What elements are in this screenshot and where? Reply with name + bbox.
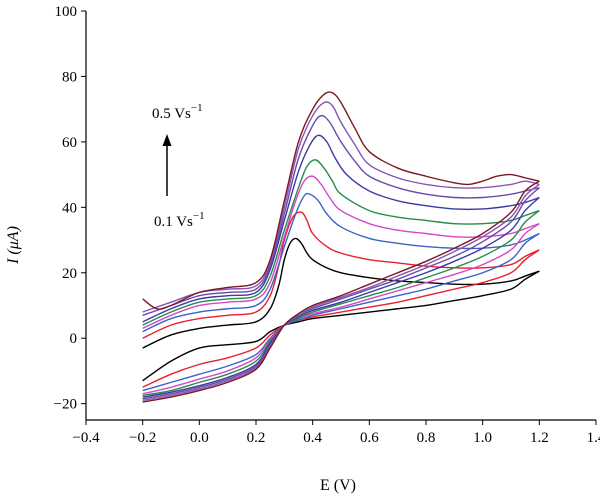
x-tick-label: 0.8	[417, 430, 436, 446]
y-tick-label: 20	[62, 266, 77, 282]
y-tick-label: 60	[62, 135, 77, 151]
annotation-bottom-text: 0.1 Vs−1	[154, 210, 205, 230]
y-tick-label: 100	[55, 4, 78, 20]
series-9-cathodic-line	[142, 180, 540, 403]
series-6-cathodic-line	[142, 196, 540, 398]
x-tick-label: 0.0	[190, 430, 209, 446]
annotation-top-text: 0.5 Vs−1	[152, 102, 203, 122]
annotation-bottom-main: 0.1 Vs	[154, 214, 193, 230]
x-axis-label: E (V)	[320, 477, 356, 494]
series-3-anodic-line	[142, 192, 540, 333]
series-7-cathodic-line	[142, 187, 540, 400]
series-7-anodic-line	[142, 114, 540, 316]
curves-layer	[142, 91, 540, 403]
x-tick-label: −0.4	[72, 430, 100, 446]
series-5-cathodic-line	[142, 210, 540, 397]
x-tick-label: 1.0	[473, 430, 492, 446]
scan-rate-annotation: 0.5 Vs−1 0.1 Vs−1	[152, 102, 205, 230]
y-tick-label: 80	[62, 69, 77, 85]
x-tick-label: 0.2	[247, 430, 266, 446]
series-4-anodic-line	[142, 175, 540, 330]
x-tick-label: 0.4	[303, 430, 322, 446]
y-axis-label: I (μA)	[5, 226, 22, 265]
y-tick-label: −20	[54, 397, 77, 413]
x-tick-label: −0.2	[129, 430, 156, 446]
x-tick-label: 1.2	[530, 430, 549, 446]
series-4-cathodic-line	[142, 223, 540, 395]
series-1-cathodic-line	[142, 270, 540, 382]
series-8-cathodic-line	[142, 183, 540, 402]
series-9-anodic-line	[142, 91, 540, 310]
series-1-anodic-line	[142, 237, 540, 349]
axes-layer	[85, 11, 596, 421]
series-8-anodic-line	[142, 101, 540, 313]
series-2-anodic-line	[142, 211, 540, 339]
annotation-top-superscript: −1	[191, 102, 203, 114]
annotation-top-main: 0.5 Vs	[152, 106, 191, 122]
series-3-cathodic-line	[142, 232, 540, 392]
y-tick-label: 40	[62, 200, 77, 216]
annotation-bottom-superscript: −1	[193, 210, 205, 222]
annotation-arrow-head	[162, 134, 172, 146]
x-tick-label: 1.4	[587, 430, 600, 446]
series-6-anodic-line	[142, 134, 540, 323]
series-2-cathodic-line	[142, 249, 540, 388]
x-tick-label: 0.6	[360, 430, 379, 446]
ticks-layer: −0.4 −0.2 0.0 0.2 0.4 0.6 0.8 1.0 1.2 1.4 −20 0 20 40…	[54, 4, 600, 446]
y-tick-label: 0	[70, 331, 78, 347]
series-5-anodic-line	[142, 159, 540, 326]
